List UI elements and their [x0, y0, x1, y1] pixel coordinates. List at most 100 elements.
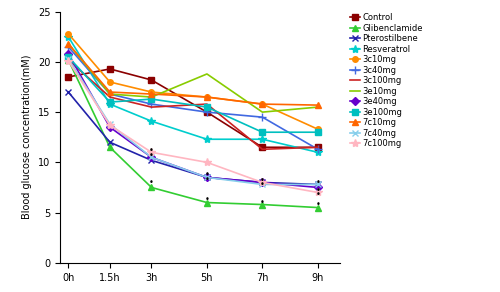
7c10mg [315, 103, 321, 107]
Line: 7c10mg: 7c10mg [66, 41, 320, 108]
3e10mg [107, 92, 113, 96]
3e40mg [260, 181, 266, 184]
Line: Glibenclamide: Glibenclamide [66, 57, 320, 210]
3c10mg [204, 95, 210, 99]
7c100mg [66, 59, 71, 63]
Line: Control: Control [66, 66, 320, 150]
7c100mg [204, 161, 210, 164]
3c40mg [204, 110, 210, 114]
Control [204, 110, 210, 114]
Resveratrol [148, 119, 154, 123]
Text: •: • [149, 151, 154, 160]
Pterostilbene [148, 159, 154, 162]
3c40mg [107, 92, 113, 96]
Control [315, 145, 321, 149]
Text: •: • [316, 200, 320, 209]
3c40mg [260, 115, 266, 119]
3e100mg [107, 100, 113, 104]
7c40mg [148, 156, 154, 159]
3e10mg [315, 105, 321, 109]
7c100mg [148, 151, 154, 154]
3c40mg [148, 102, 154, 106]
7c100mg [315, 191, 321, 194]
7c40mg [107, 122, 113, 126]
Control [260, 145, 266, 149]
7c10mg [66, 42, 71, 46]
3c100mg [107, 95, 113, 99]
Pterostilbene [260, 181, 266, 184]
3c100mg [66, 58, 71, 62]
7c10mg [204, 95, 210, 99]
7c40mg [204, 176, 210, 179]
Text: •: • [260, 180, 265, 189]
Pterostilbene [315, 183, 321, 186]
7c10mg [260, 102, 266, 106]
3c40mg [66, 45, 71, 48]
Line: 3c10mg: 3c10mg [66, 31, 320, 132]
Text: •: • [260, 198, 265, 207]
Glibenclamide [260, 203, 266, 206]
Glibenclamide [204, 201, 210, 204]
Y-axis label: Blood glucose concentration(mM): Blood glucose concentration(mM) [22, 55, 32, 220]
Line: 3c100mg: 3c100mg [68, 60, 318, 149]
3e40mg [107, 126, 113, 129]
Resveratrol [260, 138, 266, 141]
3e10mg [66, 42, 71, 46]
Line: 3e10mg: 3e10mg [68, 44, 318, 112]
Text: •: • [316, 190, 320, 199]
3e40mg [66, 52, 71, 55]
3e100mg [204, 105, 210, 109]
3c100mg [315, 145, 321, 149]
Text: •: • [204, 195, 210, 204]
7c40mg [260, 183, 266, 186]
3c100mg [204, 102, 210, 106]
Glibenclamide [148, 186, 154, 189]
3e100mg [260, 131, 266, 134]
Resveratrol [107, 102, 113, 106]
3c10mg [315, 127, 321, 131]
Line: Resveratrol: Resveratrol [64, 33, 322, 157]
3e10mg [148, 95, 154, 99]
Text: •: • [204, 170, 210, 179]
7c10mg [107, 90, 113, 94]
7c40mg [66, 57, 71, 61]
3c10mg [148, 90, 154, 94]
Line: 7c100mg: 7c100mg [64, 57, 322, 197]
3e40mg [204, 176, 210, 179]
Resveratrol [315, 151, 321, 154]
Text: •: • [149, 178, 154, 187]
3e100mg [315, 131, 321, 134]
Resveratrol [66, 35, 71, 39]
Line: 7c40mg: 7c40mg [65, 55, 322, 188]
Control [66, 75, 71, 79]
3c10mg [107, 80, 113, 84]
3c100mg [148, 105, 154, 109]
Pterostilbene [204, 176, 210, 179]
3c100mg [260, 147, 266, 151]
Text: •: • [260, 176, 265, 185]
3e100mg [148, 97, 154, 101]
3e10mg [204, 72, 210, 76]
Legend: Control, Glibenclamide, Pterostilbene, Resveratrol, 3c10mg, 3c40mg, 3c100mg, 3e1: Control, Glibenclamide, Pterostilbene, R… [350, 13, 423, 148]
Control [107, 67, 113, 71]
Text: •: • [316, 186, 320, 195]
3c40mg [315, 147, 321, 151]
7c40mg [315, 183, 321, 186]
3c10mg [66, 32, 71, 36]
Glibenclamide [315, 206, 321, 209]
Pterostilbene [66, 90, 71, 94]
Resveratrol [204, 138, 210, 141]
3e10mg [260, 110, 266, 114]
7c10mg [148, 92, 154, 96]
Line: 3e40mg: 3e40mg [66, 51, 320, 190]
Text: •: • [316, 178, 320, 187]
3e100mg [66, 55, 71, 59]
Pterostilbene [107, 140, 113, 144]
Glibenclamide [66, 58, 71, 62]
Glibenclamide [107, 145, 113, 149]
Text: •: • [204, 175, 210, 184]
7c100mg [107, 124, 113, 127]
3e40mg [315, 186, 321, 189]
Line: Pterostilbene: Pterostilbene [65, 88, 322, 188]
3e40mg [148, 156, 154, 159]
